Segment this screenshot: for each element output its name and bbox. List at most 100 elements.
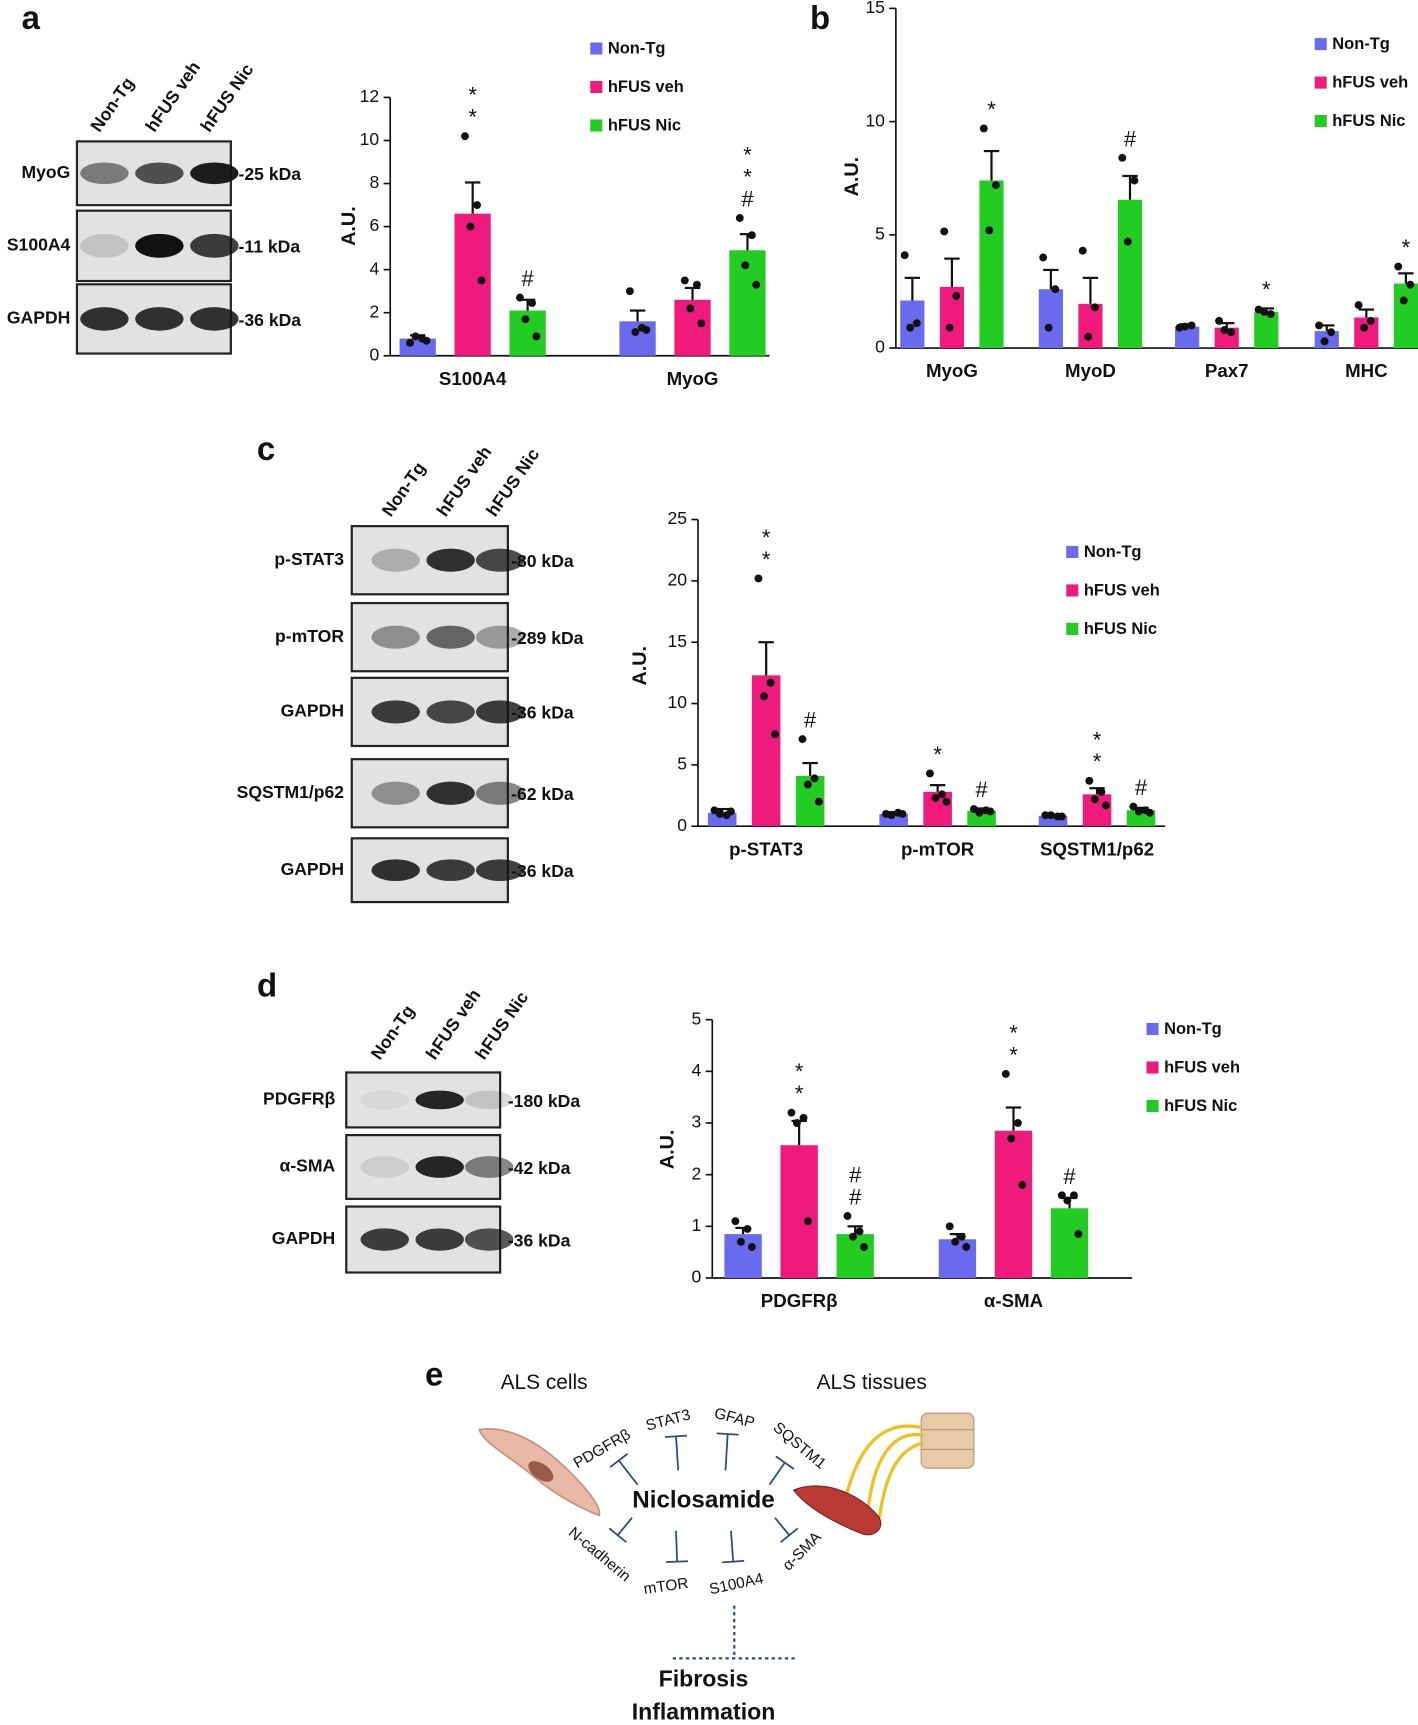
data-point [461, 132, 469, 141]
blot-row-label: SQSTM1/p62 [237, 782, 345, 802]
blot-band [360, 1156, 409, 1178]
data-point [1260, 307, 1269, 316]
blot-band [190, 307, 239, 331]
data-point [803, 780, 812, 789]
significance-mark: # # [849, 1162, 862, 1209]
significance-mark: # [975, 777, 988, 802]
legend-swatch [1066, 584, 1079, 597]
data-point [532, 332, 541, 341]
blot-band [371, 625, 420, 649]
data-point [1320, 337, 1329, 346]
data-point [803, 1217, 812, 1226]
blot-row-label: S100A4 [7, 234, 71, 254]
bar [1354, 317, 1379, 349]
blot-band [135, 233, 184, 258]
inhibition-bar [608, 1527, 627, 1543]
data-point [1399, 296, 1408, 305]
target-label: S100A4 [708, 1570, 765, 1598]
blot-band [464, 1228, 514, 1251]
blot-band [426, 859, 475, 882]
panel-letter: c [257, 430, 275, 467]
bar [751, 675, 781, 827]
inhibition-bar [716, 1432, 739, 1436]
panel-letter: d [257, 967, 277, 1004]
data-point [799, 1113, 808, 1122]
data-point [912, 319, 921, 328]
significance-mark: * * [762, 525, 771, 572]
data-point [1001, 1069, 1010, 1078]
significance-mark: * * # [741, 142, 754, 211]
legend-swatch [1314, 76, 1327, 89]
y-tick-label: 2 [369, 301, 379, 321]
y-tick-label: 2 [692, 1163, 702, 1183]
y-tick-label: 10 [865, 110, 885, 130]
bar [1254, 311, 1279, 349]
y-tick-label: 6 [369, 215, 379, 235]
blot-row-label: p-STAT3 [274, 549, 344, 569]
target-label: PDGFRβ [571, 1426, 634, 1472]
data-point [1227, 328, 1236, 337]
blot-size-label: -62 kDa [511, 784, 574, 804]
data-point [855, 1227, 864, 1236]
blot-band [475, 700, 525, 724]
data-point [1134, 807, 1143, 816]
data-point [1366, 316, 1375, 325]
significance-mark: * [933, 742, 942, 767]
y-tick-label: 3 [692, 1112, 702, 1132]
data-point [515, 293, 524, 302]
data-point [743, 1224, 752, 1233]
data-point [798, 735, 807, 744]
x-tick-label: Pax7 [1205, 360, 1249, 381]
legend-swatch [590, 42, 603, 55]
blot-band [190, 162, 239, 185]
inhibition-stem [724, 1434, 729, 1471]
legend-swatch [1066, 622, 1079, 635]
data-point [727, 807, 735, 816]
data-point [957, 1232, 966, 1241]
data-point [686, 304, 695, 313]
y-axis-label: A.U. [338, 206, 360, 246]
data-point [466, 222, 475, 231]
blot-band [135, 162, 184, 185]
panel-letter: e [425, 1356, 443, 1393]
data-point [1394, 262, 1403, 271]
data-point [1406, 280, 1415, 289]
data-point [766, 678, 775, 687]
data-point [760, 692, 768, 701]
blot-band [464, 1090, 514, 1110]
data-point [625, 287, 634, 296]
data-point [1181, 322, 1189, 331]
outcome-label: Inflammation [632, 1698, 776, 1724]
data-point [1118, 153, 1127, 162]
y-axis-label: A.U. [841, 157, 863, 197]
y-tick-label: 0 [677, 815, 687, 835]
blot-row-label: GAPDH [281, 859, 344, 879]
significance-mark: * [987, 97, 996, 122]
inhibition-stem [617, 1517, 633, 1536]
x-tick-label: MyoG [667, 368, 719, 389]
data-point [945, 1222, 954, 1231]
data-point [986, 807, 995, 816]
data-point [900, 251, 909, 260]
x-tick-label: S100A4 [439, 368, 507, 389]
blot-size-label: -36 kDa [511, 703, 574, 723]
diagram-right-label: ALS tissues [817, 1371, 927, 1394]
blot-row-label: GAPDH [281, 701, 344, 721]
significance-mark: * [1262, 277, 1271, 302]
blot-row-label: PDGFRβ [263, 1089, 336, 1109]
blot-band [426, 781, 475, 805]
x-tick-label: MyoD [1065, 360, 1116, 381]
blot-band [475, 625, 525, 649]
bar [1038, 815, 1068, 827]
data-point [810, 774, 819, 783]
data-point [741, 261, 750, 270]
significance-mark: # [1124, 126, 1137, 151]
y-tick-label: 20 [667, 570, 687, 590]
target-label: α-SMA [779, 1528, 825, 1574]
blot-size-label: -289 kDa [511, 628, 584, 648]
data-point [422, 336, 431, 345]
y-tick-label: 0 [692, 1267, 702, 1287]
blot-size-label: -11 kDa [239, 237, 301, 257]
data-point [814, 797, 823, 806]
